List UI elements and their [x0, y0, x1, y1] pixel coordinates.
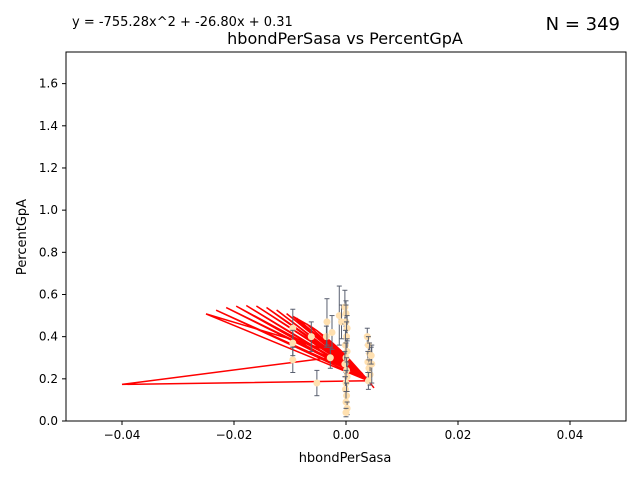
plot-area [121, 285, 376, 418]
y-tick-label: 0.8 [39, 245, 58, 259]
data-point [343, 392, 351, 400]
y-tick-label: 0.2 [39, 372, 58, 386]
x-tick-label: 0.00 [333, 428, 360, 442]
x-axis: −0.04 −0.02 0.00 0.02 0.04 [104, 421, 584, 442]
y-axis-label: PercentGpA [15, 199, 30, 275]
x-axis-label: hbondPerSasa [299, 451, 392, 466]
data-point [322, 333, 330, 341]
data-point [367, 352, 375, 360]
data-point-group [289, 346, 297, 374]
data-point-group [328, 315, 336, 350]
data-point-group [367, 346, 375, 365]
x-tick-label: 0.04 [557, 428, 584, 442]
y-tick-label: 0.0 [39, 414, 58, 428]
data-point-group [313, 369, 321, 397]
data-point [289, 339, 297, 347]
y-tick-label: 1.2 [39, 161, 58, 175]
data-point-group [342, 407, 350, 418]
y-tick-label: 1.4 [39, 119, 58, 133]
data-point [342, 409, 350, 417]
x-tick-label: 0.02 [445, 428, 472, 442]
data-point-group [326, 346, 334, 369]
data-point-group [307, 321, 315, 352]
x-tick-label: −0.04 [104, 428, 141, 442]
data-point [323, 318, 331, 326]
y-tick-label: 1.0 [39, 203, 58, 217]
data-point [307, 333, 315, 341]
data-point-group [323, 298, 331, 346]
y-tick-label: 0.6 [39, 287, 58, 301]
data-point [326, 354, 334, 362]
chart-title: hbondPerSasa vs PercentGpA [227, 29, 463, 48]
x-tick-label: −0.02 [216, 428, 253, 442]
fit-equation: y = -755.28x^2 + -26.80x + 0.31 [72, 15, 293, 30]
data-point-group [364, 372, 372, 390]
data-point [313, 379, 321, 387]
sample-count: N = 349 [546, 14, 620, 35]
data-point [328, 328, 336, 336]
y-tick-label: 1.6 [39, 77, 58, 91]
y-tick-label: 0.4 [39, 330, 58, 344]
y-axis: 0.0 0.2 0.4 0.6 0.8 1.0 1.2 1.4 1.6 [39, 77, 66, 428]
data-point-group [322, 325, 330, 348]
data-point [289, 356, 297, 364]
